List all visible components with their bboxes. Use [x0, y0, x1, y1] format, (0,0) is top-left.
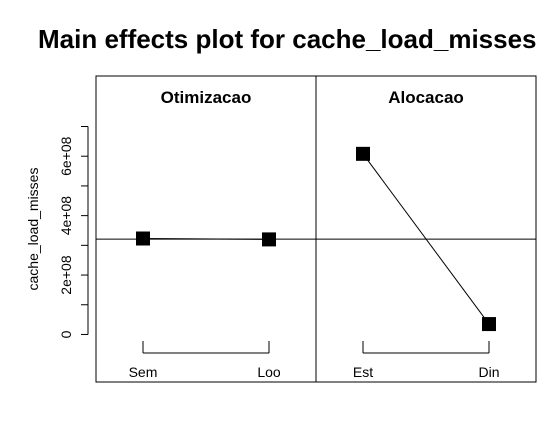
- panel-otimizacao: Otimizacao Sem Loo: [95, 75, 317, 383]
- series-line: [362, 153, 490, 325]
- y-tick-label: 2e+08: [58, 255, 74, 295]
- panel-frame: [95, 75, 317, 383]
- level-label: Est: [353, 364, 373, 380]
- y-tick-label: 0: [58, 330, 74, 338]
- y-axis: 0 2e+08 4e+08 6e+08: [58, 126, 89, 338]
- level-label: Loo: [257, 364, 281, 380]
- panel-alocacao: Alocacao Est Din: [315, 75, 537, 383]
- level-label: Din: [478, 364, 499, 380]
- data-point: [356, 146, 370, 161]
- panels: Otimizacao Sem Loo Alocacao Est Din: [95, 75, 537, 383]
- y-axis-label: cache_load_misses: [25, 168, 41, 291]
- y-tick-label: 4e+08: [58, 196, 74, 236]
- chart-title: Main effects plot for cache_load_misses: [38, 24, 537, 54]
- data-point: [262, 232, 276, 247]
- series-line: [142, 238, 270, 240]
- panel-header: Otimizacao: [161, 88, 252, 107]
- panel-frame: [315, 75, 537, 383]
- y-tick-label: 6e+08: [58, 136, 74, 176]
- level-label: Sem: [129, 364, 158, 380]
- data-point: [136, 231, 150, 246]
- panel-header: Alocacao: [388, 88, 464, 107]
- data-point: [482, 317, 496, 332]
